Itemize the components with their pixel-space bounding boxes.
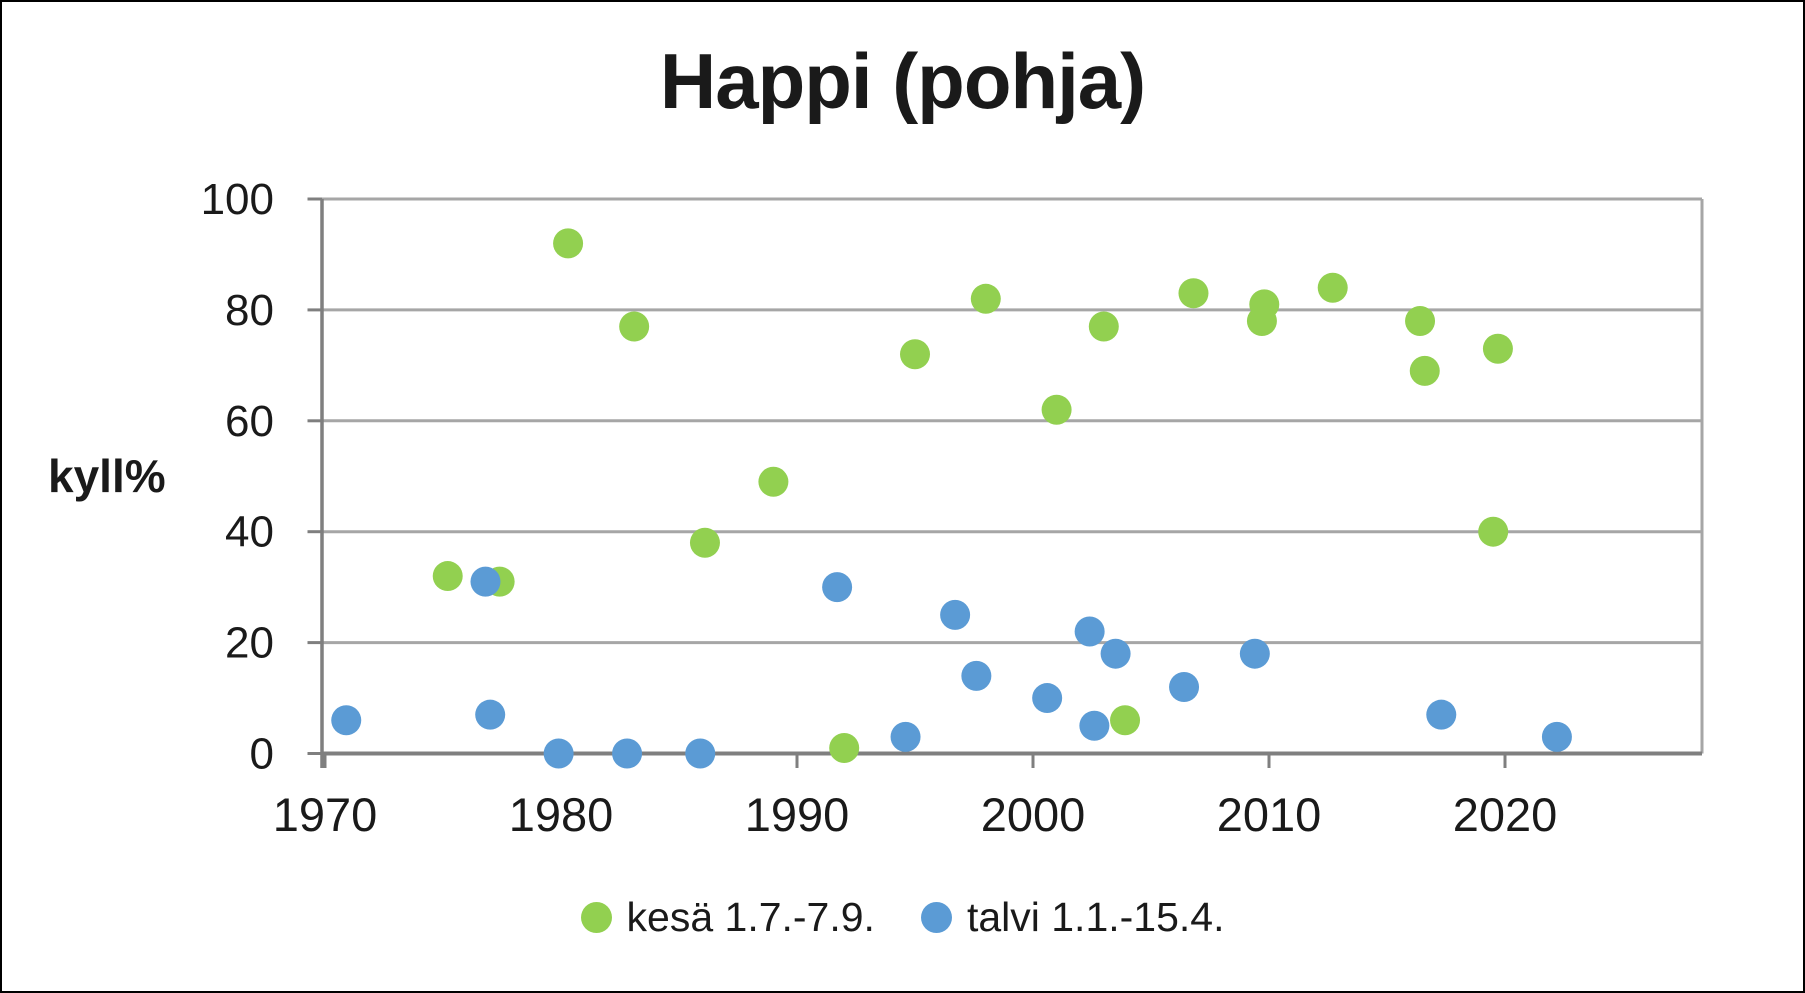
x-tick-label-2000: 2000 — [981, 788, 1086, 841]
scatter-point-kesa — [553, 228, 584, 259]
scatter-point-talvi — [475, 699, 506, 730]
y-tick-label-80: 80 — [225, 286, 274, 335]
scatter-point-kesa — [1041, 394, 1072, 425]
legend: kesä 1.7.-7.9. talvi 1.1.-15.4. — [2, 894, 1803, 941]
scatter-point-talvi — [331, 705, 362, 736]
scatter-point-talvi — [1426, 699, 1457, 730]
scatter-point-talvi — [470, 566, 501, 597]
scatter-point-talvi — [612, 738, 643, 769]
scatter-point-kesa — [1317, 272, 1348, 303]
scatter-point-kesa — [758, 466, 789, 497]
y-tick-label-20: 20 — [225, 619, 274, 668]
y-tick-label-0: 0 — [250, 730, 274, 779]
scatter-point-kesa — [829, 732, 860, 763]
x-tick-label-2010: 2010 — [1217, 788, 1322, 841]
scatter-point-kesa — [1478, 516, 1509, 547]
scatter-point-talvi — [1079, 710, 1110, 741]
scatter-point-kesa — [1178, 278, 1209, 309]
scatter-point-kesa — [689, 527, 720, 558]
scatter-point-talvi — [1169, 671, 1200, 702]
scatter-point-talvi — [940, 599, 971, 630]
scatter-point-talvi — [890, 721, 921, 752]
x-tick-label-2020: 2020 — [1453, 788, 1558, 841]
x-tick-label-1980: 1980 — [509, 788, 614, 841]
chart-title: Happi (pohja) — [659, 37, 1146, 125]
scatter-point-kesa — [1110, 705, 1141, 736]
y-tick-label-100: 100 — [201, 175, 274, 224]
legend-item-kesa: kesä 1.7.-7.9. — [580, 894, 875, 941]
scatter-point-kesa — [1409, 355, 1440, 386]
legend-marker-kesa-icon — [580, 902, 612, 933]
x-tick-label-1970: 1970 — [273, 788, 378, 841]
scatter-point-kesa — [1482, 333, 1513, 364]
legend-item-talvi: talvi 1.1.-15.4. — [920, 894, 1225, 941]
y-tick-label-40: 40 — [225, 508, 274, 557]
scatter-point-kesa — [1088, 311, 1119, 342]
scatter-point-kesa — [900, 339, 930, 370]
y-axis-label: kyll% — [48, 450, 166, 502]
scatter-point-kesa — [1405, 305, 1436, 336]
scatter-point-talvi — [1541, 721, 1572, 752]
scatter-point-kesa — [432, 561, 463, 592]
scatter-point-talvi — [1100, 638, 1131, 669]
y-tick-label-60: 60 — [225, 397, 274, 446]
scatter-point-talvi — [1239, 638, 1270, 669]
scatter-point-kesa — [1249, 289, 1280, 320]
x-tick-label-1990: 1990 — [745, 788, 850, 841]
scatter-point-talvi — [822, 572, 853, 603]
scatter-point-talvi — [543, 738, 574, 769]
scatter-point-kesa — [619, 311, 650, 342]
scatter-point-talvi — [961, 660, 992, 691]
legend-marker-talvi-icon — [920, 902, 952, 933]
legend-label-talvi: talvi 1.1.-15.4. — [966, 894, 1225, 940]
legend-label-kesa: kesä 1.7.-7.9. — [626, 894, 875, 940]
scatter-point-talvi — [1032, 683, 1063, 714]
scatter-point-talvi — [1074, 616, 1105, 647]
scatter-point-talvi — [685, 738, 716, 769]
scatter-point-kesa — [970, 283, 1001, 314]
